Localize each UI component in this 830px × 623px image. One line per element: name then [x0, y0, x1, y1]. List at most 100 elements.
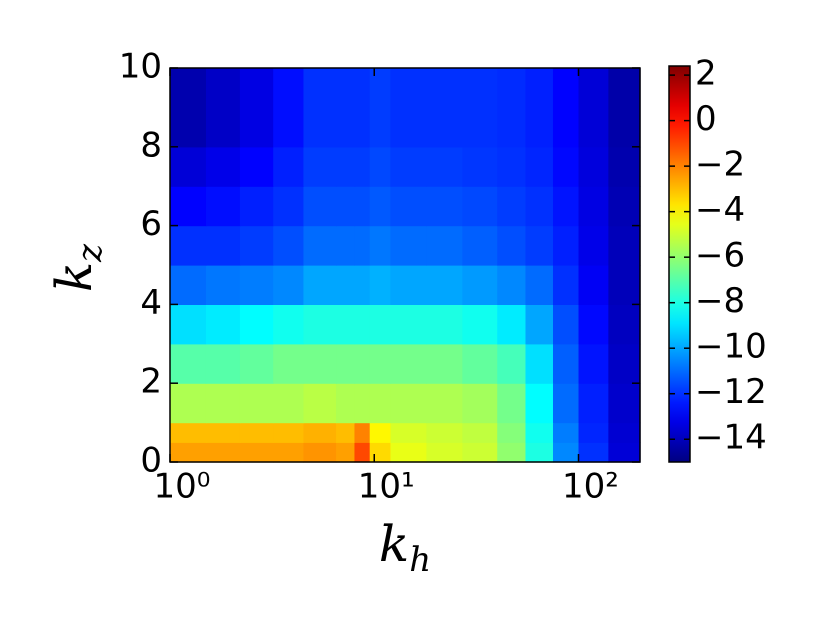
colorbar — [668, 65, 691, 463]
heatmap-cell — [525, 265, 554, 305]
heatmap-cell — [273, 304, 305, 345]
heatmap-cell — [525, 383, 554, 424]
heatmap-cell — [497, 422, 527, 443]
x-label-base: k — [379, 515, 409, 573]
heatmap-cell — [303, 304, 337, 345]
heatmap-cell — [426, 265, 463, 305]
heatmap-cell — [608, 442, 641, 463]
heatmap-cell — [525, 304, 554, 345]
heatmap-cell — [390, 383, 427, 424]
heatmap-cell — [205, 383, 241, 424]
heatmap-cell — [205, 146, 241, 187]
heatmap-cell — [426, 304, 463, 345]
heatmap-cell — [578, 68, 609, 148]
heatmap-cell — [390, 146, 427, 187]
heatmap-cell — [608, 186, 641, 227]
heatmap-cell — [354, 442, 371, 463]
heatmap-cell — [390, 68, 427, 148]
heatmap-cell — [390, 442, 427, 463]
heatmap-cell — [273, 68, 305, 148]
heatmap — [170, 68, 641, 463]
heatmap-cell — [369, 265, 392, 305]
heatmap-cell — [552, 186, 580, 227]
heatmap-cell — [497, 186, 527, 227]
colorbar-tick-label: −6 — [695, 236, 745, 276]
heatmap-cell — [354, 146, 371, 187]
heatmap-cell — [497, 68, 527, 148]
heatmap-cell — [608, 383, 641, 424]
heatmap-cell — [578, 343, 609, 384]
heatmap-cell — [239, 186, 274, 227]
heatmap-cell — [497, 225, 527, 266]
heatmap-cell — [205, 304, 241, 345]
heatmap-cell — [205, 442, 241, 463]
y-tick-label: 0 — [140, 441, 162, 481]
heatmap-cell — [552, 442, 580, 463]
heatmap-cell — [497, 304, 527, 345]
heatmap-cell — [170, 146, 207, 187]
heatmap-cell — [369, 225, 392, 266]
heatmap-cell — [336, 186, 356, 227]
heatmap-cell — [525, 343, 554, 384]
heatmap-cell — [608, 304, 641, 345]
heatmap-cell — [354, 304, 371, 345]
heatmap-cell — [525, 146, 554, 187]
heatmap-cell — [552, 265, 580, 305]
heatmap-cell — [354, 343, 371, 384]
heatmap-cell — [239, 422, 274, 443]
heatmap-cell — [578, 186, 609, 227]
heatmap-cell — [497, 265, 527, 305]
heatmap-cell — [239, 265, 274, 305]
heatmap-cell — [497, 442, 527, 463]
heatmap-cell — [369, 343, 392, 384]
heatmap-cell — [462, 304, 498, 345]
heatmap-cell — [336, 146, 356, 187]
heatmap-cell — [578, 265, 609, 305]
heatmap-cell — [552, 343, 580, 384]
heatmap-cell — [303, 383, 337, 424]
heatmap-cell — [608, 68, 641, 148]
heatmap-cell — [369, 146, 392, 187]
heatmap-cell — [608, 225, 641, 266]
heatmap-cell — [170, 442, 207, 463]
y-tick-label: 8 — [140, 125, 162, 165]
heatmap-cell — [552, 383, 580, 424]
x-tick-label: 10¹ — [358, 467, 415, 507]
heatmap-cell — [336, 68, 356, 148]
heatmap-cell — [354, 265, 371, 305]
heatmap-cell — [578, 146, 609, 187]
heatmap-cell — [273, 383, 305, 424]
heatmap-cell — [390, 186, 427, 227]
heatmap-cell — [552, 304, 580, 345]
heatmap-cell — [462, 422, 498, 443]
heatmap-cell — [303, 225, 337, 266]
heatmap-cell — [303, 68, 337, 148]
heatmap-cell — [525, 422, 554, 443]
heatmap-cell — [239, 146, 274, 187]
heatmap-cell — [578, 442, 609, 463]
heatmap-cell — [497, 146, 527, 187]
heatmap-cell — [462, 68, 498, 148]
heatmap-cell — [205, 343, 241, 384]
heatmap-cell — [336, 304, 356, 345]
heatmap-cell — [239, 442, 274, 463]
heatmap-cell — [205, 225, 241, 266]
heatmap-cell — [608, 146, 641, 187]
heatmap-cell — [462, 146, 498, 187]
plot-frame — [169, 67, 641, 463]
heatmap-cell — [239, 225, 274, 266]
heatmap-cell — [170, 68, 207, 148]
y-label-sub: z — [70, 243, 110, 263]
heatmap-cell — [303, 422, 337, 443]
heatmap-cell — [170, 343, 207, 384]
heatmap-cell — [390, 343, 427, 384]
heatmap-cell — [205, 186, 241, 227]
heatmap-cell — [608, 422, 641, 443]
heatmap-cell — [205, 265, 241, 305]
heatmap-cell — [303, 146, 337, 187]
heatmap-cell — [426, 68, 463, 148]
heatmap-cell — [205, 422, 241, 443]
heatmap-cell — [525, 186, 554, 227]
y-axis-label: kz — [45, 243, 110, 292]
colorbar-tick-label: −2 — [695, 145, 745, 185]
